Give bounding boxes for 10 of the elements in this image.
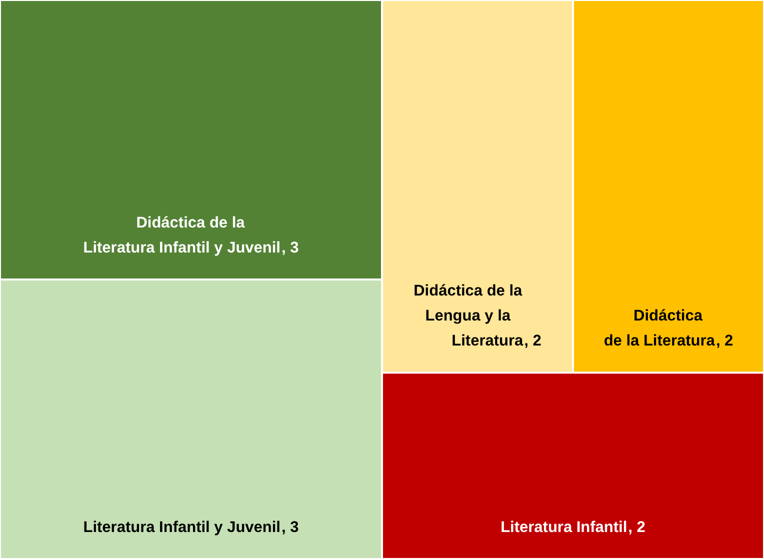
category-label: Didáctica de la Lengua y la Literatura <box>414 282 524 350</box>
data-label: , 2 <box>716 332 734 350</box>
data-label: , 3 <box>282 240 300 256</box>
category-label: Didáctica de la Literatura <box>604 308 716 350</box>
category-label: Literatura Infantil y Juvenil <box>83 519 281 536</box>
data-label: , 3 <box>282 519 300 536</box>
data-label: , 2 <box>524 332 542 350</box>
data-label: , 2 <box>628 519 646 536</box>
category-label: Didáctica de la Literatura Infantil y Juvenil <box>83 214 281 256</box>
category-label: Literatura Infantil <box>500 519 628 536</box>
